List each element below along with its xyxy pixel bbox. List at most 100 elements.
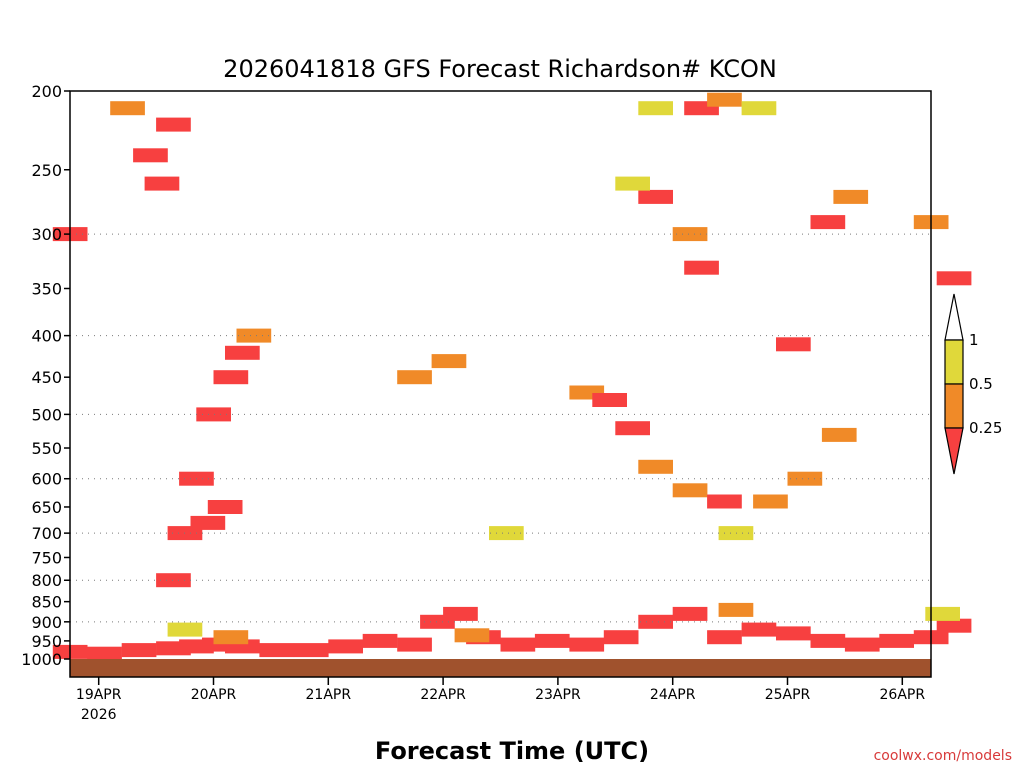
shaded-cell-0-20 [672, 606, 708, 621]
shaded-cell-1-21 [431, 354, 467, 369]
shaded-cell-0-26 [879, 633, 914, 648]
shaded-cell-2-7 [638, 189, 673, 204]
x-tick-label-6: 25APR [765, 687, 811, 703]
y-tick-label-1000: 1000 [21, 650, 62, 669]
legend-swatch-0-25-to-0-5 [944, 383, 964, 429]
y-tick-label-850: 850 [31, 593, 62, 612]
shaded-cell-0-29 [167, 622, 203, 637]
x-tick-label-5: 24APR [650, 687, 696, 703]
plot-background [70, 91, 931, 677]
legend-label-2: 0.25 [969, 419, 1002, 437]
shaded-cell-0-16 [534, 633, 570, 648]
shaded-cell-1-15 [753, 494, 788, 509]
legend-swatch-above-1 [944, 293, 964, 341]
shaded-cell-1-11 [615, 421, 650, 436]
shaded-cell-2-3 [110, 101, 145, 116]
x-tick-label-2: 21APR [306, 687, 352, 703]
y-tick-label-450: 450 [31, 368, 62, 387]
y-tick-label-400: 400 [31, 327, 62, 346]
shaded-cell-1-13 [672, 483, 708, 498]
shaded-cell-1-17 [821, 427, 857, 442]
shaded-cell-0-31 [454, 628, 490, 643]
y-tick-label-550: 550 [31, 439, 62, 458]
shaded-cell-0-13 [443, 606, 478, 621]
shaded-cell-2-15 [936, 271, 972, 286]
y-tick-label-200: 200 [31, 82, 62, 101]
credit-link[interactable]: coolwx.com/models [874, 748, 1012, 764]
shaded-cell-2-16 [776, 337, 811, 352]
x-tick-label-4: 23APR [535, 687, 581, 703]
shaded-cell-1-4 [213, 370, 249, 385]
shaded-cell-1-10 [592, 393, 627, 407]
y-axis: 200 250 300 350 400 450 500 550 600 650 700 750 800 8… [21, 82, 70, 669]
y-tick-label-700: 700 [31, 524, 62, 543]
shaded-cell-0-25 [844, 637, 880, 652]
color-legend: 1 0.5 0.25 [944, 293, 1002, 475]
shaded-cell-0-15 [500, 637, 536, 652]
shaded-cell-0-32 [718, 602, 754, 617]
x-tick-label-1: 20APR [191, 687, 237, 703]
shaded-cell-1-8 [207, 500, 243, 514]
x-tick-label-3: 22APR [420, 687, 466, 703]
shaded-cell-2-9 [684, 260, 719, 275]
y-tick-label-500: 500 [31, 405, 62, 424]
shaded-cell-0-9 [328, 639, 363, 654]
shaded-cell-0-18 [603, 630, 639, 645]
x-tick-label-0: 19APR [76, 687, 122, 703]
ground-strip [70, 659, 931, 677]
shaded-cell-1-12 [638, 459, 673, 474]
shaded-cell-2-1 [144, 176, 180, 191]
shaded-cell-0-33 [925, 606, 960, 621]
shaded-cell-0-1 [87, 646, 122, 661]
plot-frame [69, 90, 932, 678]
y-tick-label-650: 650 [31, 498, 62, 517]
shaded-cell-1-3 [196, 407, 231, 422]
x-tick-sublabel-0: 2026 [81, 707, 117, 723]
shaded-cell-1-16 [787, 471, 823, 486]
shaded-cell-1-7 [190, 515, 226, 530]
legend-label-1: 0.5 [969, 375, 993, 393]
x-tick-label-7: 26APR [880, 687, 926, 703]
shaded-cell-1-18 [718, 526, 754, 541]
shaded-cell-0-23 [776, 626, 811, 641]
shaded-cell-2-17 [741, 101, 777, 116]
y-tick-label-900: 900 [31, 613, 62, 632]
shaded-cell-0-8 [293, 643, 329, 658]
shaded-cell-1-20 [397, 370, 432, 385]
shaded-cell-0-19 [638, 614, 673, 629]
shaded-cell-2-10 [615, 176, 650, 191]
shaded-cell-1-0 [156, 573, 191, 588]
x-axis-label: Forecast Time (UTC) [375, 737, 649, 765]
shaded-cell-0-17 [569, 637, 605, 652]
y-tick-label-300: 300 [31, 225, 62, 244]
shaded-cell-0-10 [362, 633, 398, 648]
shaded-cell-0-2 [121, 643, 157, 658]
shaded-cell-1-5 [225, 345, 260, 360]
shaded-cell-2-11 [638, 101, 673, 116]
shaded-cell-2-12 [810, 215, 846, 230]
shaded-cell-1-19 [489, 526, 524, 541]
x-axis: 19APR 2026 20APR 21APR 22APR 23APR 24APR 25APR 2… [76, 677, 925, 723]
y-tick-label-250: 250 [31, 161, 62, 180]
y-tick-label-600: 600 [31, 470, 62, 489]
shaded-cell-0-30 [213, 630, 249, 645]
shaded-cell-2-13 [833, 189, 869, 204]
legend-swatch-0-5-to-1 [944, 339, 964, 385]
shaded-cell-2-8 [672, 227, 708, 242]
shaded-cell-0-21 [707, 630, 742, 645]
shaded-cell-2-6 [707, 92, 742, 107]
chart-title: 2026041818 GFS Forecast Richardson# KCON [223, 55, 777, 83]
shaded-cell-0-11 [397, 637, 432, 652]
y-tick-label-800: 800 [31, 571, 62, 590]
shaded-cell-1-6 [236, 328, 272, 343]
legend-swatch-below-0-25 [944, 427, 964, 475]
shaded-cell-0-24 [810, 633, 846, 648]
legend-label-0: 1 [969, 331, 979, 349]
shaded-cell-2-0 [133, 148, 168, 163]
shaded-cell-0-7 [259, 643, 295, 658]
y-tick-label-950: 950 [31, 632, 62, 651]
shaded-cell-1-14 [707, 494, 742, 509]
shaded-cell-0-22 [741, 622, 777, 637]
